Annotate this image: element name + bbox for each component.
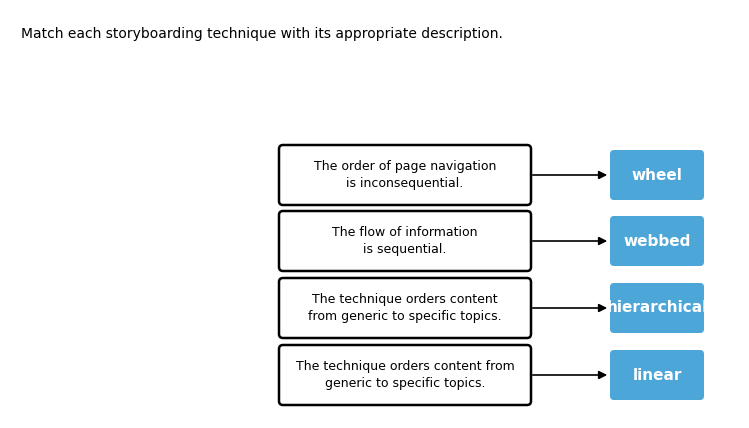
FancyBboxPatch shape <box>610 150 704 200</box>
FancyBboxPatch shape <box>279 278 531 338</box>
Text: The flow of information
is sequential.: The flow of information is sequential. <box>333 226 478 256</box>
Text: linear: linear <box>632 368 682 383</box>
Text: The order of page navigation
is inconsequential.: The order of page navigation is inconseq… <box>314 160 496 190</box>
Text: hierarchical: hierarchical <box>607 300 708 315</box>
FancyBboxPatch shape <box>279 345 531 405</box>
FancyBboxPatch shape <box>610 283 704 333</box>
FancyBboxPatch shape <box>610 216 704 266</box>
Text: webbed: webbed <box>623 234 691 249</box>
FancyBboxPatch shape <box>610 350 704 400</box>
Text: wheel: wheel <box>631 167 682 182</box>
FancyBboxPatch shape <box>279 145 531 205</box>
FancyBboxPatch shape <box>279 211 531 271</box>
Text: The technique orders content from
generic to specific topics.: The technique orders content from generi… <box>296 360 515 390</box>
Text: The technique orders content
from generic to specific topics.: The technique orders content from generi… <box>308 293 502 323</box>
Text: Match each storyboarding technique with its appropriate description.: Match each storyboarding technique with … <box>21 27 503 41</box>
